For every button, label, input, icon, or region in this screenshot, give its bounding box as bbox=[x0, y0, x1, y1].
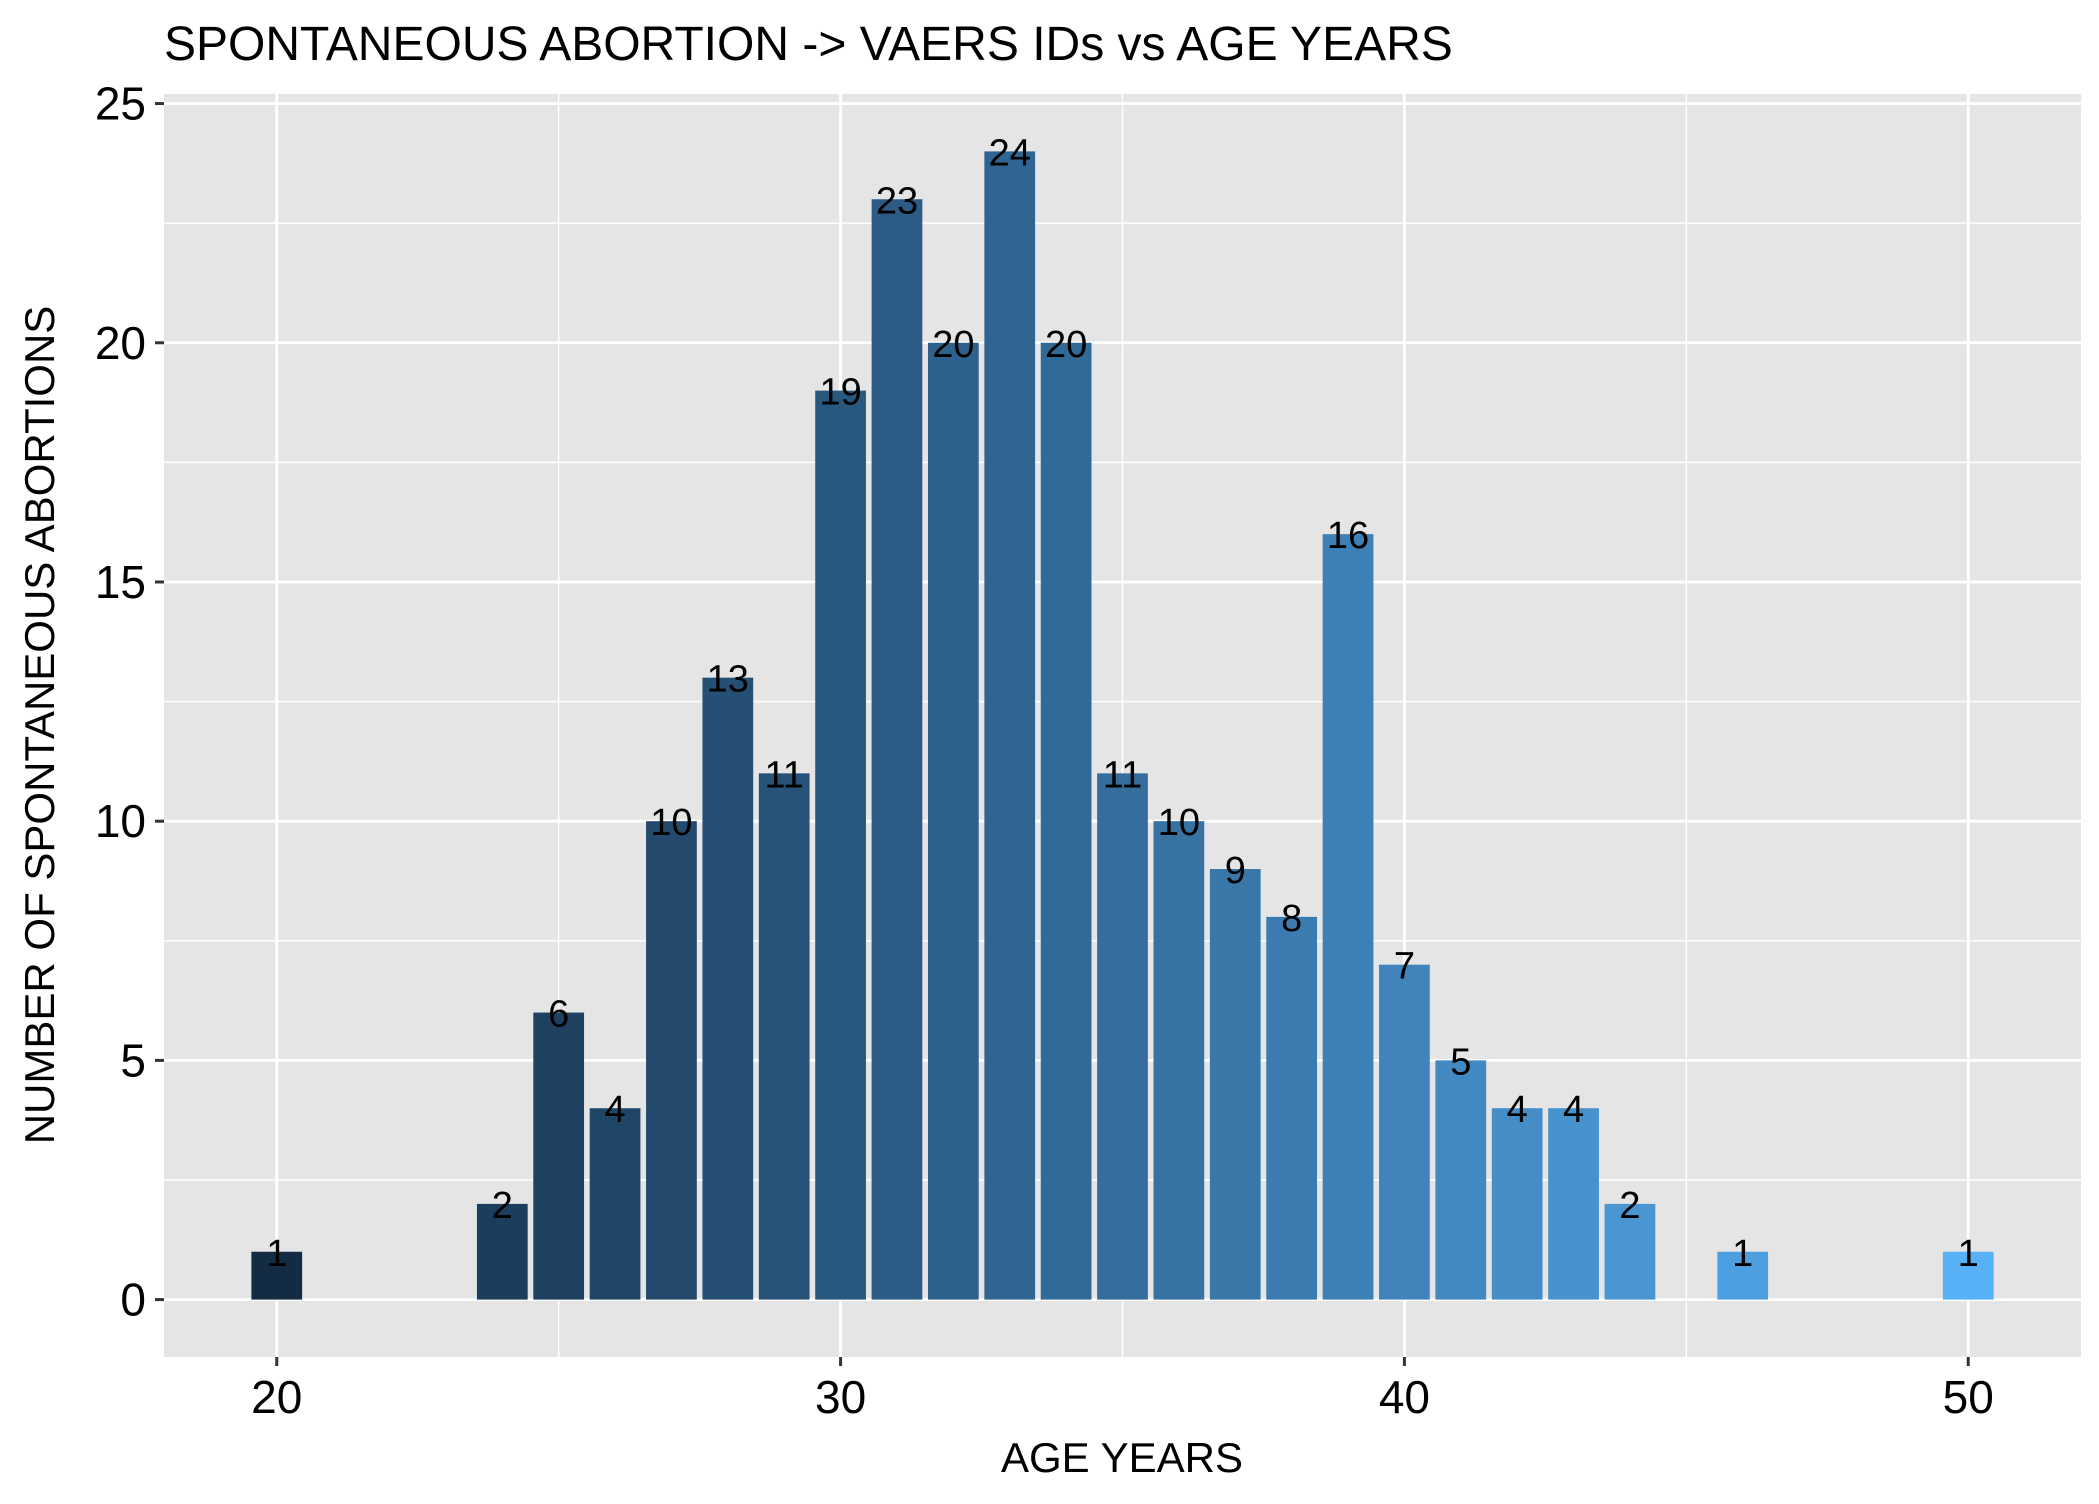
y-axis: 0 5 10 15 20 25 bbox=[95, 78, 164, 1326]
bar-value-label: 10 bbox=[650, 802, 692, 844]
y-tick-label: 15 bbox=[95, 556, 146, 608]
bar-value-label: 5 bbox=[1450, 1041, 1471, 1083]
x-tick-label: 50 bbox=[1943, 1371, 1994, 1423]
bar-value-label: 4 bbox=[1507, 1089, 1528, 1131]
bar-value-label: 11 bbox=[1103, 754, 1142, 796]
bar-value-label: 24 bbox=[989, 132, 1031, 174]
bars bbox=[251, 151, 1994, 1300]
bar bbox=[1435, 1060, 1487, 1300]
bar bbox=[1942, 1251, 1994, 1300]
bar-value-label: 9 bbox=[1225, 850, 1246, 892]
x-axis-label: AGE YEARS bbox=[1001, 1434, 1243, 1481]
chart-title: SPONTANEOUS ABORTION -> VAERS IDs vs AGE… bbox=[164, 18, 1453, 71]
bar-value-label: 4 bbox=[1563, 1089, 1584, 1131]
bar bbox=[1604, 1203, 1656, 1300]
bar bbox=[1717, 1251, 1769, 1300]
bar bbox=[927, 342, 979, 1300]
bar bbox=[1322, 534, 1374, 1300]
bar bbox=[1548, 1108, 1599, 1300]
y-tick-label: 0 bbox=[120, 1274, 146, 1326]
bar bbox=[1379, 964, 1430, 1300]
bar-value-label: 16 bbox=[1327, 515, 1369, 557]
bar-value-label: 1 bbox=[266, 1233, 287, 1275]
bar bbox=[1040, 342, 1092, 1300]
y-tick-label: 5 bbox=[120, 1034, 146, 1086]
bar-value-label: 11 bbox=[764, 754, 803, 796]
bar-value-label: 20 bbox=[932, 324, 974, 366]
bar bbox=[476, 1203, 528, 1300]
bar bbox=[1097, 773, 1148, 1300]
bar-value-label: 6 bbox=[548, 994, 569, 1036]
bar bbox=[1266, 916, 1318, 1300]
bar-value-label: 4 bbox=[604, 1089, 625, 1131]
bar bbox=[871, 199, 923, 1300]
x-tick-label: 40 bbox=[1379, 1371, 1430, 1423]
bar bbox=[251, 1251, 303, 1300]
bar-value-label: 1 bbox=[1958, 1233, 1979, 1275]
bar bbox=[758, 773, 810, 1300]
x-tick-label: 20 bbox=[251, 1371, 302, 1423]
x-tick-label: 30 bbox=[815, 1371, 866, 1423]
bar bbox=[702, 677, 754, 1300]
bar-value-label: 2 bbox=[1619, 1185, 1640, 1227]
bar bbox=[815, 390, 866, 1300]
bar bbox=[1491, 1108, 1543, 1300]
y-tick-label: 20 bbox=[95, 317, 146, 369]
x-axis: 20 30 40 50 bbox=[251, 1357, 1994, 1423]
bar-value-label: 13 bbox=[707, 659, 749, 701]
bar-value-label: 19 bbox=[819, 372, 861, 414]
y-tick-label: 25 bbox=[95, 78, 146, 130]
bar-value-label: 1 bbox=[1732, 1233, 1753, 1275]
bar bbox=[1153, 821, 1205, 1300]
bar-value-label: 8 bbox=[1281, 898, 1302, 940]
bar bbox=[646, 821, 697, 1300]
bar-value-label: 2 bbox=[492, 1185, 513, 1227]
bar-value-label: 23 bbox=[876, 180, 918, 222]
bar-value-label: 20 bbox=[1045, 324, 1087, 366]
bar bbox=[589, 1108, 641, 1300]
bar bbox=[984, 151, 1036, 1300]
bar bbox=[533, 1012, 585, 1300]
bar-value-label: 10 bbox=[1158, 802, 1200, 844]
y-axis-label: NUMBER OF SPONTANEOUS ABORTIONS bbox=[16, 306, 63, 1145]
bar bbox=[1209, 869, 1261, 1300]
bar-value-label: 7 bbox=[1394, 946, 1415, 988]
y-tick-label: 10 bbox=[95, 795, 146, 847]
